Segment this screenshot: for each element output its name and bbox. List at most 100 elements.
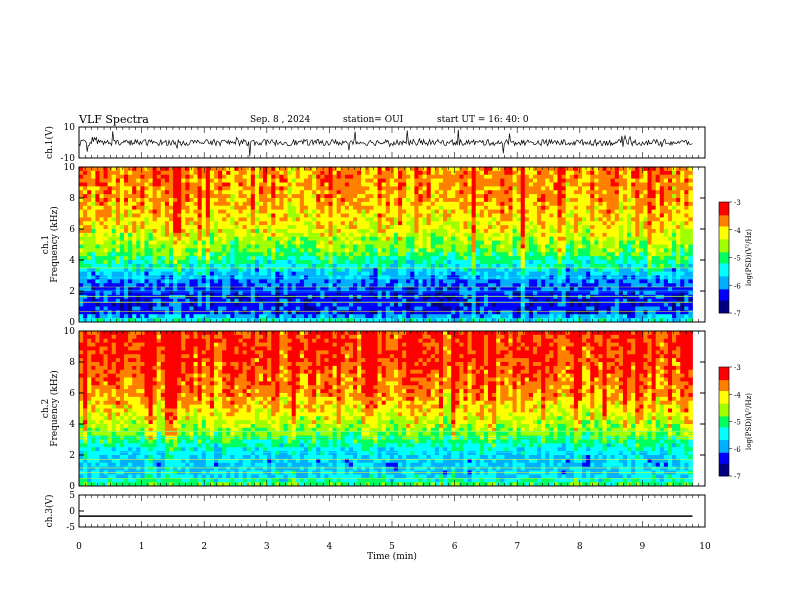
- spectrogram-cell: [177, 271, 182, 276]
- spectrogram-cell: [128, 252, 133, 257]
- spectrogram-cell: [577, 263, 583, 269]
- spectrogram-cell: [524, 271, 530, 276]
- spectrogram-cell: [672, 283, 677, 288]
- spectrogram-cell: [676, 221, 681, 226]
- spectrogram-cell: [156, 240, 162, 245]
- spectrogram-cell: [676, 279, 681, 284]
- spectrogram-cell: [598, 167, 603, 172]
- spectrogram-cell: [385, 186, 391, 191]
- spectrogram-cell: [516, 236, 522, 242]
- spectrogram-cell: [156, 182, 162, 187]
- spectrogram-cell: [340, 232, 346, 238]
- spectrogram-cell: [222, 217, 227, 222]
- spectrogram-cell: [173, 205, 178, 211]
- spectrogram-cell: [447, 279, 452, 284]
- spectrogram-cell: [365, 244, 370, 249]
- spectrogram-cell: [553, 205, 558, 211]
- spectrogram-cell: [287, 221, 293, 226]
- spectrogram-cell: [209, 294, 215, 300]
- spectrogram-cell: [577, 213, 583, 218]
- spectrogram-cell: [271, 279, 276, 284]
- spectrogram-cell: [537, 252, 542, 257]
- spectrogram-cell: [418, 267, 423, 273]
- spectrogram-cell: [483, 178, 489, 183]
- spectrogram-cell: [357, 240, 362, 245]
- spectrogram-cell: [443, 225, 448, 230]
- spectrogram-cell: [177, 240, 182, 245]
- spectrogram-cell: [83, 248, 88, 253]
- spectrogram-cell: [181, 244, 186, 249]
- spectrogram-cell: [185, 225, 190, 230]
- spectrogram-cell: [177, 236, 182, 242]
- spectrogram-cell: [201, 201, 207, 207]
- spectrogram-cell: [672, 287, 677, 292]
- spectrogram-cell: [320, 225, 325, 230]
- spectrogram-cell: [651, 198, 657, 203]
- spectrogram-cell: [483, 232, 489, 238]
- spectrogram-cell: [614, 217, 620, 222]
- spectrogram-cell: [144, 229, 149, 234]
- spectrogram-cell: [475, 240, 481, 245]
- spectrogram-cell: [152, 205, 158, 211]
- spectrogram-cell: [561, 178, 567, 183]
- spectrogram-cell: [316, 221, 321, 226]
- spectrogram-cell: [160, 201, 166, 207]
- spectrogram-cell: [618, 201, 624, 207]
- spectrogram-cell: [83, 294, 88, 300]
- spectrogram-cell: [602, 178, 607, 183]
- spectrogram-cell: [348, 263, 354, 269]
- spectrogram-cell: [357, 256, 362, 261]
- spectrogram-cell: [340, 267, 346, 273]
- spectrogram-cell: [250, 225, 256, 230]
- spectrogram-cell: [430, 221, 436, 226]
- spectrogram-cell: [213, 283, 219, 288]
- spectrogram-cell: [430, 182, 436, 187]
- spectrogram-cell: [434, 225, 440, 230]
- spectrogram-cell: [573, 244, 579, 249]
- spectrogram-cell: [573, 291, 579, 296]
- spectrogram-cell: [496, 271, 501, 276]
- spectrogram-cell: [332, 260, 338, 265]
- spectrogram-cell: [132, 252, 137, 257]
- spectrogram-cell: [291, 283, 297, 288]
- spectrogram-cell: [369, 194, 374, 199]
- spectrogram-cell: [185, 229, 190, 234]
- spectrogram-cell: [672, 229, 677, 234]
- spectrogram-cell: [393, 283, 399, 288]
- spectrogram-cell: [234, 217, 239, 222]
- spectrogram-cell: [643, 217, 648, 222]
- spectrogram-cell: [586, 279, 591, 284]
- spectrogram-cell: [455, 267, 460, 273]
- spectrogram-cell: [684, 240, 689, 245]
- spectrogram-cell: [340, 229, 346, 234]
- spectrogram-cell: [328, 279, 333, 284]
- spectrogram-cell: [504, 217, 509, 222]
- spectrogram-cell: [381, 244, 387, 249]
- spectrogram-cell: [467, 279, 473, 284]
- spectrogram-cell: [598, 201, 603, 207]
- spectrogram-cell: [79, 182, 84, 187]
- spectrogram-cell: [471, 240, 477, 245]
- spectrogram-cell: [557, 225, 562, 230]
- spectrogram-cell: [287, 213, 293, 218]
- spectrogram-cell: [528, 232, 534, 238]
- spectrogram-cell: [647, 174, 652, 180]
- spectrogram-cell: [320, 248, 325, 253]
- spectrogram-cell: [83, 190, 88, 195]
- spectrogram-cell: [160, 221, 166, 226]
- spectrogram-cell: [283, 287, 288, 292]
- spectrogram-cell: [140, 174, 145, 180]
- spectrogram-cell: [242, 232, 248, 238]
- spectrogram-cell: [471, 260, 477, 265]
- spectrogram-cell: [557, 232, 562, 238]
- spectrogram-cell: [410, 229, 415, 234]
- spectrogram-cell: [508, 260, 513, 265]
- spectrogram-cell: [344, 221, 350, 226]
- spectrogram-cell: [553, 267, 558, 273]
- spectrogram-cell: [115, 283, 121, 288]
- spectrogram-cell: [516, 232, 522, 238]
- spectrogram-cell: [516, 225, 522, 230]
- spectrogram-cell: [557, 213, 562, 218]
- spectrogram-cell: [688, 267, 693, 273]
- spectrogram-cell: [655, 229, 661, 234]
